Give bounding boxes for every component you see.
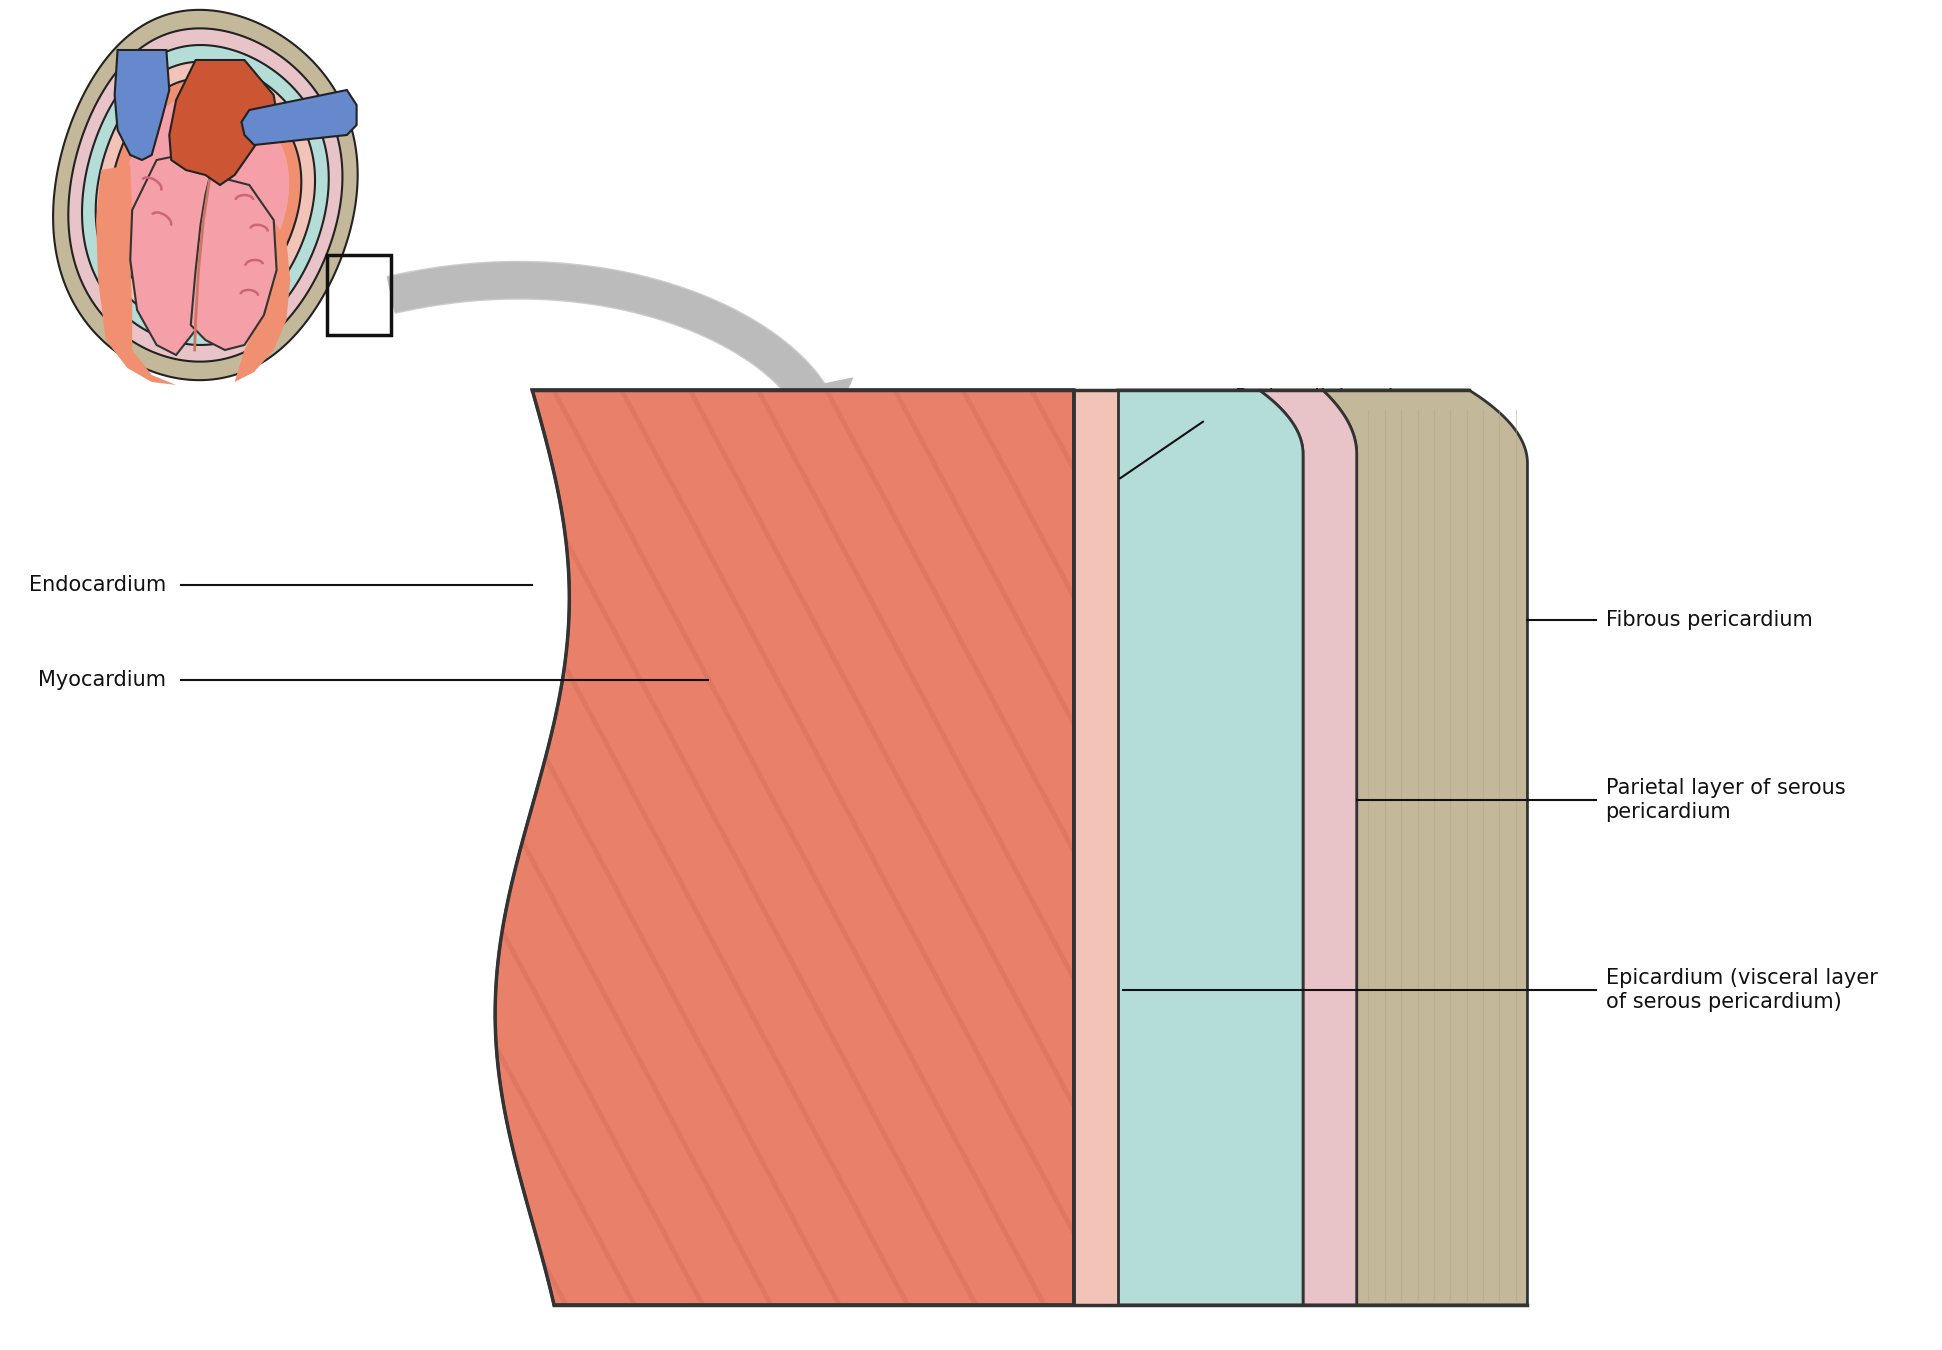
Polygon shape (115, 50, 169, 161)
Polygon shape (52, 9, 357, 381)
Text: Endocardium: Endocardium (29, 575, 167, 595)
Text: Epicardium (visceral layer
of serous pericardium): Epicardium (visceral layer of serous per… (1606, 968, 1878, 1011)
Polygon shape (235, 220, 289, 382)
Polygon shape (777, 378, 853, 440)
Polygon shape (495, 390, 1074, 1305)
Polygon shape (68, 28, 342, 362)
Text: Parietal layer of serous
pericardium: Parietal layer of serous pericardium (1606, 779, 1845, 822)
Polygon shape (82, 45, 328, 346)
Polygon shape (95, 165, 177, 385)
Polygon shape (241, 90, 357, 144)
Polygon shape (1119, 390, 1303, 1305)
Polygon shape (190, 176, 276, 350)
Polygon shape (130, 155, 216, 355)
Text: Pericardial cavity: Pericardial cavity (1235, 387, 1414, 408)
Bar (328, 255, 390, 335)
Polygon shape (1074, 390, 1119, 1305)
Polygon shape (109, 78, 301, 312)
Text: Fibrous pericardium: Fibrous pericardium (1606, 610, 1812, 630)
Polygon shape (495, 390, 1074, 1305)
Polygon shape (169, 59, 278, 185)
Polygon shape (1258, 390, 1357, 1305)
Polygon shape (122, 93, 289, 297)
Polygon shape (1323, 390, 1528, 1305)
Text: Myocardium: Myocardium (39, 670, 167, 690)
Polygon shape (95, 62, 315, 328)
